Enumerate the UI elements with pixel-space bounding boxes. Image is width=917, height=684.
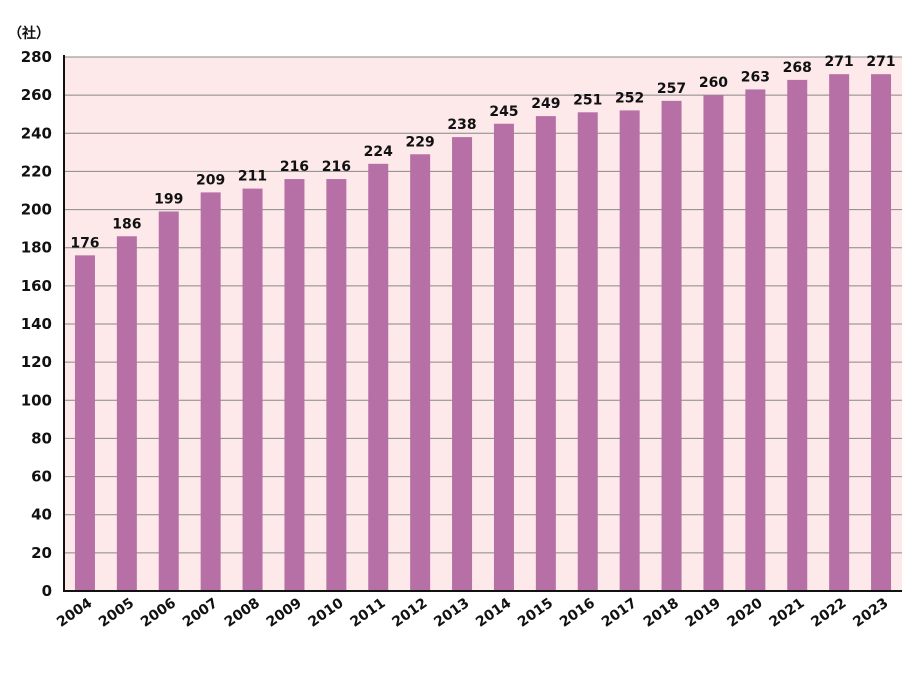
y-axis-unit-label: （社） [8, 25, 50, 42]
bar [284, 179, 305, 592]
x-tick-label: 2018 [641, 595, 682, 630]
data-label: 199 [154, 191, 183, 207]
y-tick-label: 200 [21, 201, 52, 219]
x-tick-label: 2017 [599, 595, 640, 630]
bar [452, 137, 473, 591]
y-tick-label: 180 [21, 239, 52, 257]
y-tick-label: 120 [21, 353, 52, 371]
bar [158, 211, 179, 591]
x-tick-label: 2009 [264, 595, 305, 630]
x-tick-label: 2005 [96, 595, 137, 630]
x-tick-label: 2004 [54, 595, 95, 631]
bar [242, 188, 263, 592]
data-label: 229 [406, 134, 435, 150]
data-label: 251 [573, 92, 602, 108]
data-label: 209 [196, 172, 225, 188]
data-label: 268 [783, 60, 812, 76]
data-label: 257 [657, 81, 686, 97]
x-tick-label: 2023 [850, 595, 891, 630]
data-label: 245 [489, 104, 518, 120]
y-tick-label: 160 [21, 277, 52, 295]
bar [871, 74, 892, 591]
data-label: 252 [615, 90, 644, 106]
bar [74, 255, 95, 592]
x-tick-label: 2019 [683, 595, 724, 630]
y-tick-label: 100 [21, 391, 52, 409]
bar [410, 154, 431, 591]
data-label: 263 [741, 69, 770, 85]
y-tick-label: 140 [21, 315, 52, 333]
y-tick-label: 280 [21, 48, 52, 66]
bar [703, 95, 724, 592]
data-label: 216 [322, 159, 351, 175]
y-tick-label: 220 [21, 162, 52, 180]
x-tick-label: 2013 [431, 595, 472, 630]
x-tick-label: 2021 [766, 595, 807, 630]
y-tick-label: 0 [42, 582, 52, 600]
bar [619, 110, 640, 592]
y-tick-label: 40 [31, 506, 52, 524]
data-label: 186 [112, 216, 141, 232]
bar [116, 236, 137, 591]
x-tick-label: 2020 [725, 595, 766, 631]
y-tick-label: 240 [21, 124, 52, 142]
bar [535, 116, 556, 591]
data-label: 224 [364, 144, 393, 160]
bar [368, 163, 389, 592]
bar [200, 192, 221, 591]
x-tick-label: 2012 [389, 595, 430, 630]
bar [326, 179, 347, 592]
bar [745, 89, 766, 592]
x-tick-label: 2006 [138, 595, 179, 630]
data-label: 238 [447, 117, 476, 133]
bar [493, 123, 514, 591]
bar [829, 74, 850, 591]
bar [661, 100, 682, 591]
y-tick-label: 80 [31, 429, 52, 447]
x-tick-label: 2016 [557, 595, 598, 630]
y-tick-label: 260 [21, 86, 52, 104]
data-label: 260 [699, 75, 728, 91]
data-label: 249 [531, 96, 560, 112]
y-tick-label: 60 [31, 468, 52, 486]
y-tick-label: 20 [31, 544, 52, 562]
x-tick-label: 2011 [347, 595, 388, 630]
bar [577, 112, 598, 592]
data-label: 271 [866, 54, 895, 70]
x-tick-label: 2007 [180, 595, 221, 630]
x-tick-label: 2014 [473, 595, 514, 631]
x-tick-label: 2008 [222, 595, 263, 630]
x-tick-label: 2015 [515, 595, 556, 630]
bar [787, 79, 808, 591]
data-label: 271 [825, 54, 854, 70]
data-label: 211 [238, 169, 267, 185]
data-label: 216 [280, 159, 309, 175]
x-tick-label: 2022 [808, 595, 849, 630]
x-tick-label: 2010 [306, 595, 347, 631]
data-label: 176 [70, 235, 99, 251]
